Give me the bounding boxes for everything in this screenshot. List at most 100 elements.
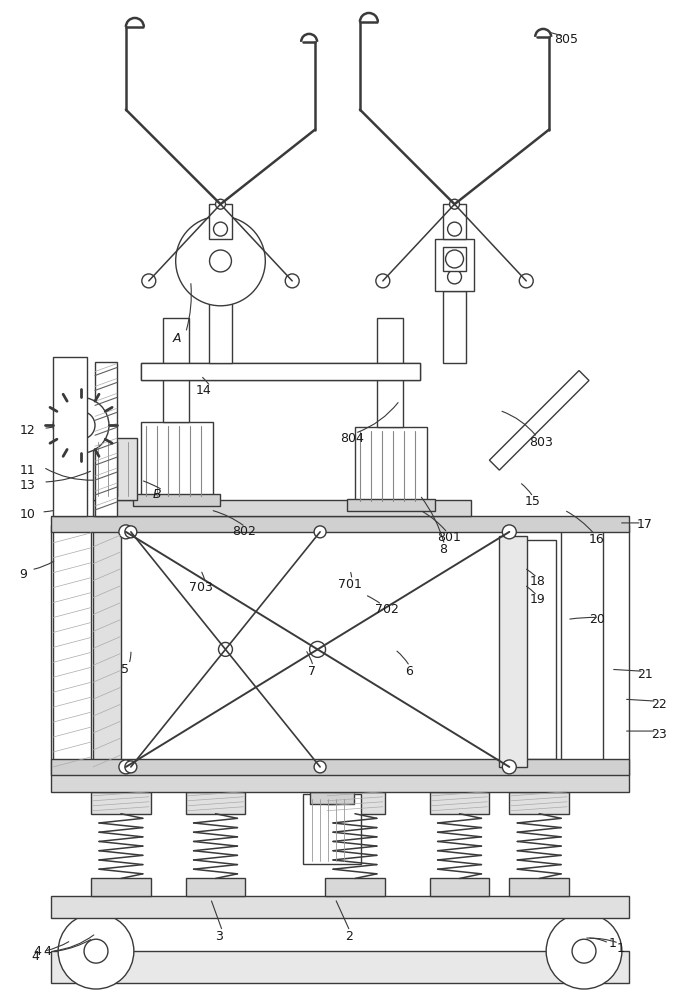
Bar [185, 878, 246, 896]
Circle shape [502, 760, 516, 774]
Bar [51, 774, 629, 792]
Circle shape [176, 216, 265, 306]
Text: 2: 2 [345, 930, 353, 943]
Circle shape [119, 760, 133, 774]
Text: 22: 22 [650, 698, 666, 711]
Bar [93, 528, 121, 771]
Circle shape [314, 526, 326, 538]
Circle shape [215, 199, 226, 209]
Bar [51, 516, 629, 532]
Bar [51, 759, 629, 775]
Bar [355, 427, 427, 505]
Bar [303, 794, 361, 864]
Bar [91, 878, 150, 896]
Bar [499, 536, 527, 767]
Text: 3: 3 [215, 930, 224, 943]
Bar [141, 363, 420, 380]
Circle shape [572, 939, 596, 963]
Text: 11: 11 [19, 464, 35, 477]
Text: 7: 7 [308, 665, 316, 678]
Circle shape [218, 642, 233, 656]
Bar [209, 291, 233, 363]
Circle shape [125, 526, 137, 538]
Circle shape [119, 525, 133, 539]
Circle shape [449, 199, 460, 209]
Circle shape [546, 913, 622, 989]
Text: 18: 18 [529, 575, 545, 588]
Bar [430, 792, 489, 814]
Bar [443, 291, 466, 363]
Bar [325, 792, 385, 814]
Text: 4: 4 [34, 945, 41, 958]
Bar [443, 247, 466, 271]
Circle shape [314, 761, 326, 773]
Bar [347, 499, 434, 511]
Bar [93, 500, 471, 516]
Bar [141, 422, 213, 500]
Bar [510, 878, 569, 896]
Circle shape [209, 250, 231, 272]
Text: 702: 702 [375, 603, 399, 616]
Bar [93, 438, 137, 500]
Text: 701: 701 [338, 578, 362, 591]
Bar [53, 357, 87, 516]
Circle shape [310, 641, 326, 657]
Circle shape [502, 525, 516, 539]
Bar [209, 247, 233, 271]
Text: 803: 803 [529, 436, 553, 449]
Circle shape [53, 397, 109, 453]
Text: 4: 4 [43, 945, 51, 958]
Circle shape [142, 274, 156, 288]
Text: 802: 802 [233, 525, 256, 538]
Text: 10: 10 [19, 508, 35, 521]
Circle shape [213, 270, 228, 284]
Bar [430, 878, 489, 896]
Text: 15: 15 [524, 495, 540, 508]
Bar [133, 494, 220, 506]
Circle shape [285, 274, 299, 288]
Bar [561, 528, 603, 771]
Text: 1: 1 [609, 937, 617, 950]
Text: 4: 4 [31, 950, 39, 963]
Text: 23: 23 [650, 728, 666, 741]
Bar [95, 362, 117, 516]
Text: 804: 804 [340, 432, 364, 445]
Bar [434, 239, 475, 291]
Text: 20: 20 [589, 613, 605, 626]
Bar [443, 204, 466, 239]
Circle shape [211, 250, 229, 268]
Circle shape [445, 250, 464, 268]
Text: 8: 8 [440, 543, 447, 556]
Bar [51, 951, 629, 983]
Circle shape [213, 222, 228, 236]
Text: 703: 703 [189, 581, 213, 594]
Text: 805: 805 [554, 33, 578, 46]
Text: 6: 6 [405, 665, 412, 678]
Text: A: A [172, 332, 181, 345]
Circle shape [519, 274, 534, 288]
Polygon shape [489, 371, 589, 470]
Bar [141, 363, 420, 380]
Bar [51, 525, 629, 774]
Text: 12: 12 [19, 424, 35, 437]
Circle shape [58, 913, 134, 989]
Text: 13: 13 [19, 479, 35, 492]
Circle shape [84, 939, 108, 963]
Bar [91, 792, 150, 814]
Text: B: B [153, 488, 161, 501]
Text: 1: 1 [617, 942, 624, 955]
Bar [510, 792, 569, 814]
Bar [163, 318, 189, 422]
Text: 801: 801 [438, 531, 462, 544]
Bar [310, 792, 354, 804]
Circle shape [376, 274, 390, 288]
Text: 21: 21 [637, 668, 653, 681]
Text: 16: 16 [589, 533, 605, 546]
Bar [200, 239, 240, 291]
Bar [185, 792, 246, 814]
Circle shape [67, 411, 95, 439]
Circle shape [447, 222, 462, 236]
Text: 5: 5 [121, 663, 129, 676]
Bar [51, 896, 629, 918]
Circle shape [125, 761, 137, 773]
